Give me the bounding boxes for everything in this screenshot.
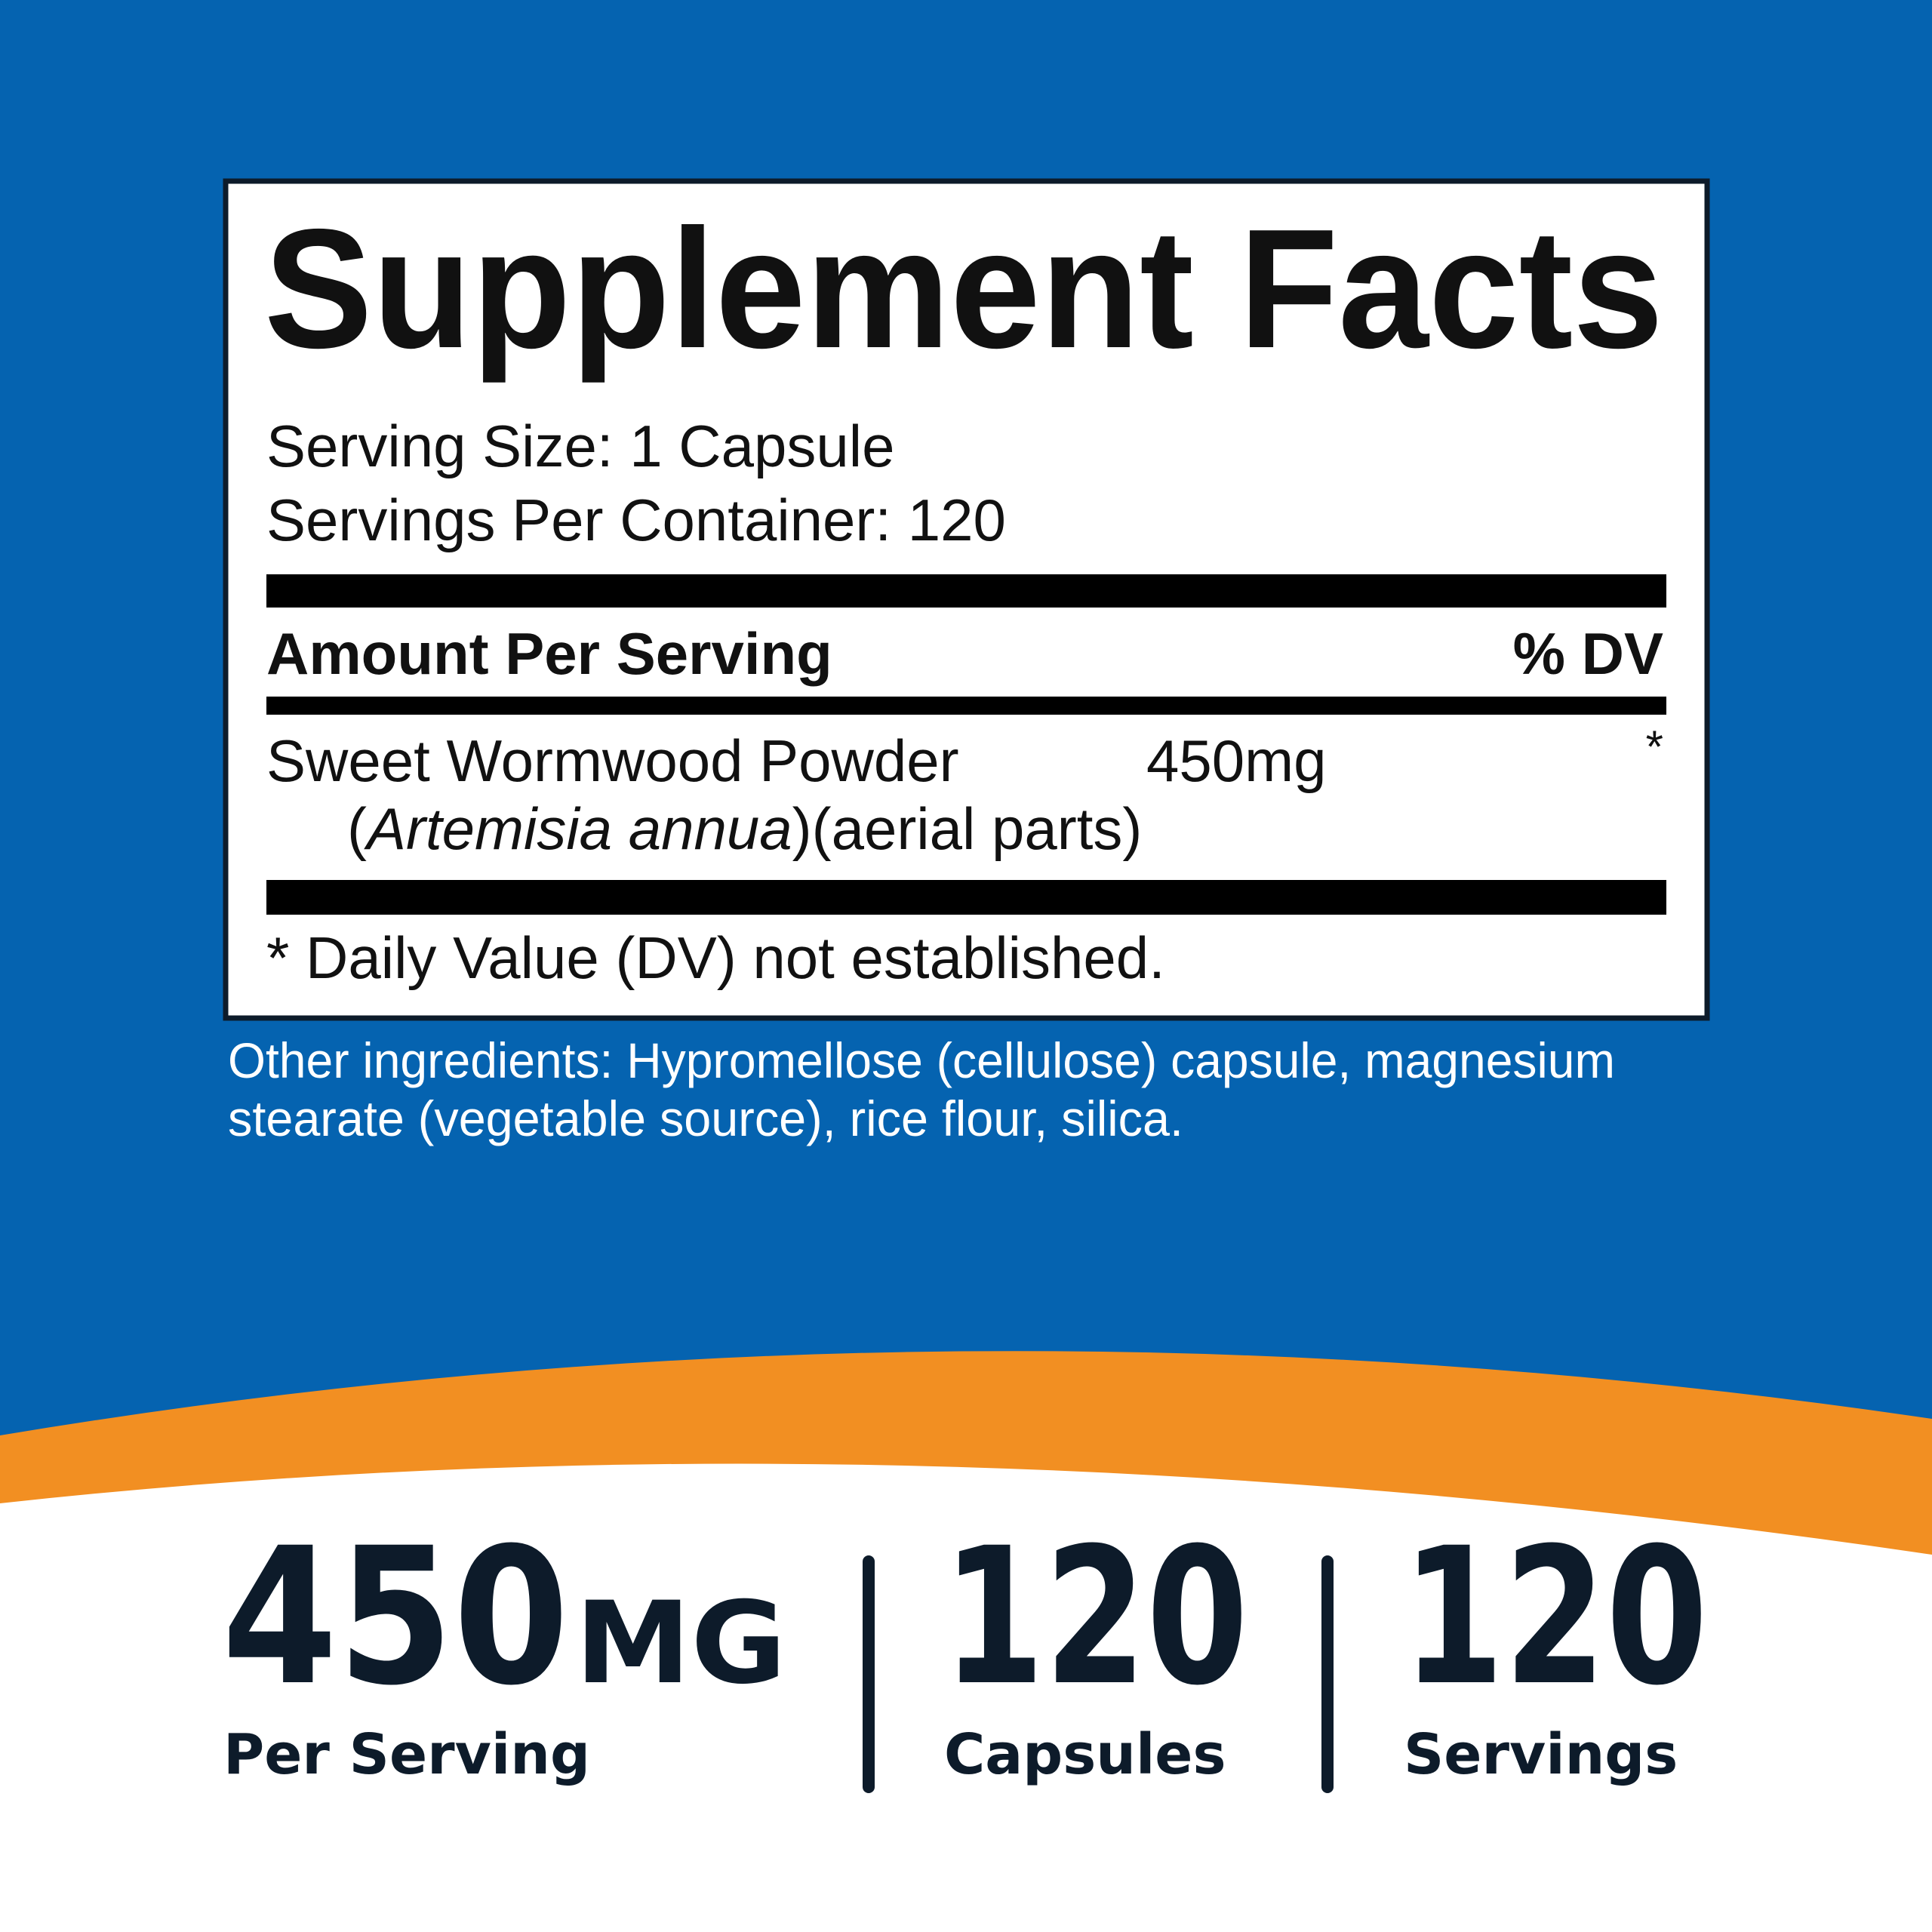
- serving-size: Serving Size: 1 Capsule: [266, 413, 894, 479]
- stat-label: Capsules: [944, 1722, 1226, 1787]
- ingredient-amount: 450mg: [1146, 728, 1327, 794]
- rule: [266, 697, 1666, 715]
- ingredient-dv: *: [1646, 721, 1663, 772]
- white-wave: [0, 1463, 1932, 1932]
- stat-label: Servings: [1404, 1722, 1678, 1787]
- stat-value: 120: [943, 1507, 1248, 1727]
- divider: [863, 1555, 875, 1793]
- stat-value: 120: [1402, 1507, 1708, 1727]
- divider: [1321, 1555, 1334, 1793]
- other-ingredients: Other ingredients: Hypromellose (cellulo…: [228, 1032, 1615, 1088]
- ingredient-name: Sweet Wormwood Powder: [266, 728, 959, 794]
- dv-header: % DV: [1513, 620, 1663, 687]
- servings-per-container: Servings Per Container: 120: [266, 487, 1006, 553]
- paren: (: [347, 795, 367, 862]
- stat-value: 450: [222, 1507, 569, 1727]
- rule: [266, 880, 1666, 915]
- parts: )(aerial parts): [792, 795, 1143, 862]
- facts-title: Supplement Facts: [264, 193, 1663, 383]
- latin-name: Artemisia annua: [364, 795, 792, 862]
- footnote: * Daily Value (DV) not established.: [266, 924, 1165, 991]
- ingredient-source: (Artemisia annua)(aerial parts): [347, 795, 1142, 862]
- stat-label: Per Serving: [223, 1722, 590, 1787]
- rule: [266, 574, 1666, 608]
- stat-unit: MG: [575, 1578, 786, 1709]
- amount-header: Amount Per Serving: [266, 620, 832, 687]
- other-ingredients: stearate (vegetable source), rice flour,…: [228, 1091, 1183, 1146]
